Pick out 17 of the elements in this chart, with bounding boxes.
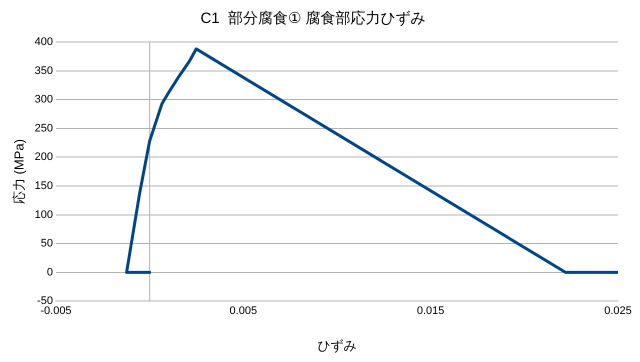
y-tick-label: 50 (40, 238, 53, 250)
y-tick-label: 0 (46, 266, 53, 278)
x-tick-label: 0.005 (230, 304, 258, 317)
y-tick-label: 400 (34, 36, 53, 48)
chart-title: C1 部分腐食① 腐食部応力ひずみ (200, 10, 426, 28)
y-tick-label: 250 (34, 122, 53, 134)
y-tick-label: 300 (34, 94, 53, 106)
x-tick-label: 0.015 (416, 304, 444, 317)
y-tick-label: -50 (37, 295, 53, 308)
x-tick-label: -0.005 (40, 304, 72, 317)
y-axis-title: 応力 (MPa) (11, 139, 26, 204)
y-tick-label: 350 (34, 64, 53, 77)
y-tick-label: 150 (34, 180, 53, 192)
x-tick-label: 0.025 (604, 304, 632, 317)
y-tick-label: 200 (34, 151, 53, 164)
x-axis-title: ひずみ (317, 338, 356, 353)
y-tick-label: 100 (34, 208, 53, 221)
